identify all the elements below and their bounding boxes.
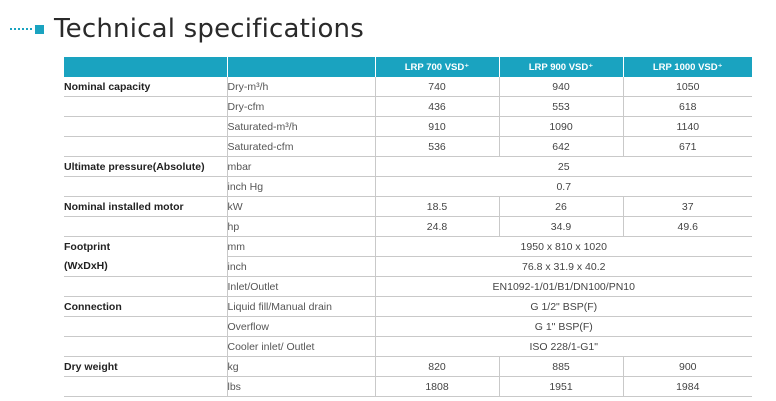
row-unit: Cooler inlet/ Outlet xyxy=(226,336,375,357)
row-value-shared: 76.8 x 31.9 x 40.2 xyxy=(374,256,752,277)
table-row: (WxDxH) inch 76.8 x 31.9 x 40.2 xyxy=(64,256,752,277)
row-category: Dry weight xyxy=(64,356,227,377)
row-value: 1984 xyxy=(622,376,752,397)
row-category xyxy=(64,336,227,357)
header-model-700: LRP 700 VSD⁺ xyxy=(374,57,499,77)
row-value: 536 xyxy=(374,136,499,157)
row-value: 885 xyxy=(498,356,623,377)
header-model-900: LRP 900 VSD⁺ xyxy=(498,57,623,77)
row-value: 34.9 xyxy=(498,216,623,237)
table-row: Ultimate pressure(Absolute) mbar 25 xyxy=(64,156,752,177)
table-row: Connection Liquid fill/Manual drain G 1/2"… xyxy=(64,296,752,317)
table-row: Saturated-m³/h 910 1090 1140 xyxy=(64,116,752,137)
row-category xyxy=(64,316,227,337)
row-unit: lbs xyxy=(226,376,375,397)
table-row: Inlet/Outlet EN1092-1/01/B1/DN100/PN10 xyxy=(64,276,752,297)
row-unit: mm xyxy=(226,236,375,257)
row-value: 1951 xyxy=(498,376,623,397)
row-value: 671 xyxy=(622,136,752,157)
header-blank-cell xyxy=(64,57,228,77)
row-unit: Liquid fill/Manual drain xyxy=(226,296,375,317)
row-unit: inch Hg xyxy=(226,176,375,197)
row-category: Connection xyxy=(64,296,227,317)
table-row: Nominal capacity Dry-m³/h 740 940 1050 xyxy=(64,77,752,97)
row-category: Nominal installed motor xyxy=(64,196,227,217)
spec-table: LRP 700 VSD⁺ LRP 900 VSD⁺ LRP 1000 VSD⁺ … xyxy=(64,57,752,397)
row-unit: Inlet/Outlet xyxy=(226,276,375,297)
row-unit: mbar xyxy=(226,156,375,177)
row-value: 1050 xyxy=(622,77,752,97)
row-value: 1140 xyxy=(622,116,752,137)
table-row: hp 24.8 34.9 49.6 xyxy=(64,216,752,237)
dotted-line-icon xyxy=(10,28,32,30)
table-row: Footprint mm 1950 x 810 x 1020 xyxy=(64,236,752,257)
row-unit: Overflow xyxy=(226,316,375,337)
row-category xyxy=(64,96,227,117)
row-value: 436 xyxy=(374,96,499,117)
row-value-shared: G 1/2" BSP(F) xyxy=(374,296,752,317)
row-value: 49.6 xyxy=(622,216,752,237)
row-value: 820 xyxy=(374,356,499,377)
row-category xyxy=(64,216,227,237)
header-blank-cell xyxy=(226,57,376,77)
row-value: 740 xyxy=(374,77,499,97)
row-value: 553 xyxy=(498,96,623,117)
row-category: Nominal capacity xyxy=(64,77,227,97)
row-value: 24.8 xyxy=(374,216,499,237)
row-value: 642 xyxy=(498,136,623,157)
row-unit: kW xyxy=(226,196,375,217)
row-category xyxy=(64,276,227,297)
section-heading: Technical specifications xyxy=(10,12,364,46)
row-category xyxy=(64,116,227,137)
row-unit: Saturated-cfm xyxy=(226,136,375,157)
table-header-row: LRP 700 VSD⁺ LRP 900 VSD⁺ LRP 1000 VSD⁺ xyxy=(64,57,752,77)
row-unit: kg xyxy=(226,356,375,377)
row-unit: inch xyxy=(226,256,375,277)
row-unit: Dry-m³/h xyxy=(226,77,375,97)
row-value: 910 xyxy=(374,116,499,137)
row-value: 26 xyxy=(498,196,623,217)
row-value-shared: 1950 x 810 x 1020 xyxy=(374,236,752,257)
row-value: 18.5 xyxy=(374,196,499,217)
table-row: lbs 1808 1951 1984 xyxy=(64,376,752,397)
header-model-1000: LRP 1000 VSD⁺ xyxy=(622,57,752,77)
row-unit: Saturated-m³/h xyxy=(226,116,375,137)
row-value: 1090 xyxy=(498,116,623,137)
square-bullet-icon xyxy=(35,24,44,34)
table-row: Dry-cfm 436 553 618 xyxy=(64,96,752,117)
row-value: 1808 xyxy=(374,376,499,397)
table-row: Saturated-cfm 536 642 671 xyxy=(64,136,752,157)
row-value-shared: ISO 228/1-G1" xyxy=(374,336,752,357)
row-value-shared: 25 xyxy=(374,156,752,177)
row-value: 618 xyxy=(622,96,752,117)
row-category: (WxDxH) xyxy=(64,256,227,277)
row-category xyxy=(64,176,227,197)
row-value-shared: EN1092-1/01/B1/DN100/PN10 xyxy=(374,276,752,297)
row-value: 37 xyxy=(622,196,752,217)
page-title: Technical specifications xyxy=(54,14,364,44)
table-row: Dry weight kg 820 885 900 xyxy=(64,356,752,377)
row-category xyxy=(64,136,227,157)
table-row: inch Hg 0.7 xyxy=(64,176,752,197)
row-unit: Dry-cfm xyxy=(226,96,375,117)
table-row: Cooler inlet/ Outlet ISO 228/1-G1" xyxy=(64,336,752,357)
row-unit: hp xyxy=(226,216,375,237)
row-value-shared: G 1" BSP(F) xyxy=(374,316,752,337)
row-value-shared: 0.7 xyxy=(374,176,752,197)
row-value: 900 xyxy=(622,356,752,377)
row-category: Ultimate pressure(Absolute) xyxy=(64,156,227,177)
table-row: Nominal installed motor kW 18.5 26 37 xyxy=(64,196,752,217)
row-category xyxy=(64,376,227,397)
table-row: Overflow G 1" BSP(F) xyxy=(64,316,752,337)
row-category: Footprint xyxy=(64,240,111,253)
row-value: 940 xyxy=(498,77,623,97)
